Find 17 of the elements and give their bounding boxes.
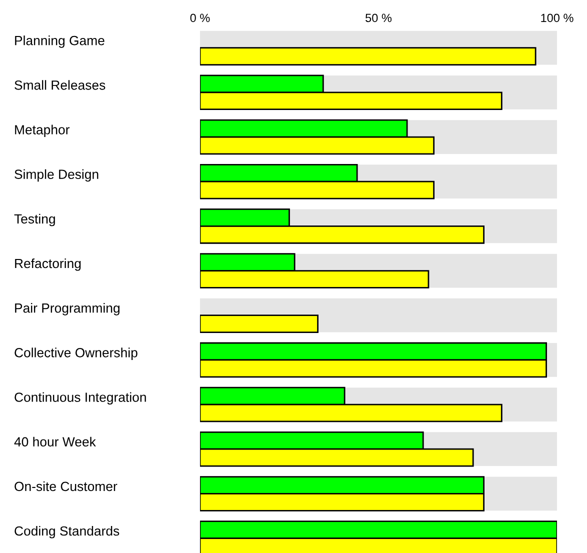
- y-tick-label: 40 hour Week: [14, 436, 96, 447]
- y-tick-label: Refactoring: [15, 258, 81, 271]
- y-tick-label: Pair Programming: [15, 303, 120, 316]
- x-tick-label: 0 %: [190, 14, 210, 22]
- y-tick-label: On-site Customer: [14, 481, 118, 492]
- y-tick-label: Collective Ownership: [14, 348, 138, 360]
- bar: [200, 47, 536, 66]
- bar: [200, 314, 319, 333]
- y-tick-label: Coding Standards: [14, 526, 120, 538]
- y-tick-label: Small Releases: [14, 80, 106, 90]
- y-tick-label: Continuous Integration: [14, 392, 146, 405]
- y-tick-label: Testing: [14, 214, 55, 226]
- x-tick-label: 50 %: [366, 14, 392, 22]
- x-tick-label: 100 %: [541, 14, 574, 22]
- y-tick-label: Planning Game: [15, 36, 104, 48]
- y-tick-label: Metaphor: [15, 124, 70, 138]
- y-tick-label: Simple Design: [14, 169, 98, 182]
